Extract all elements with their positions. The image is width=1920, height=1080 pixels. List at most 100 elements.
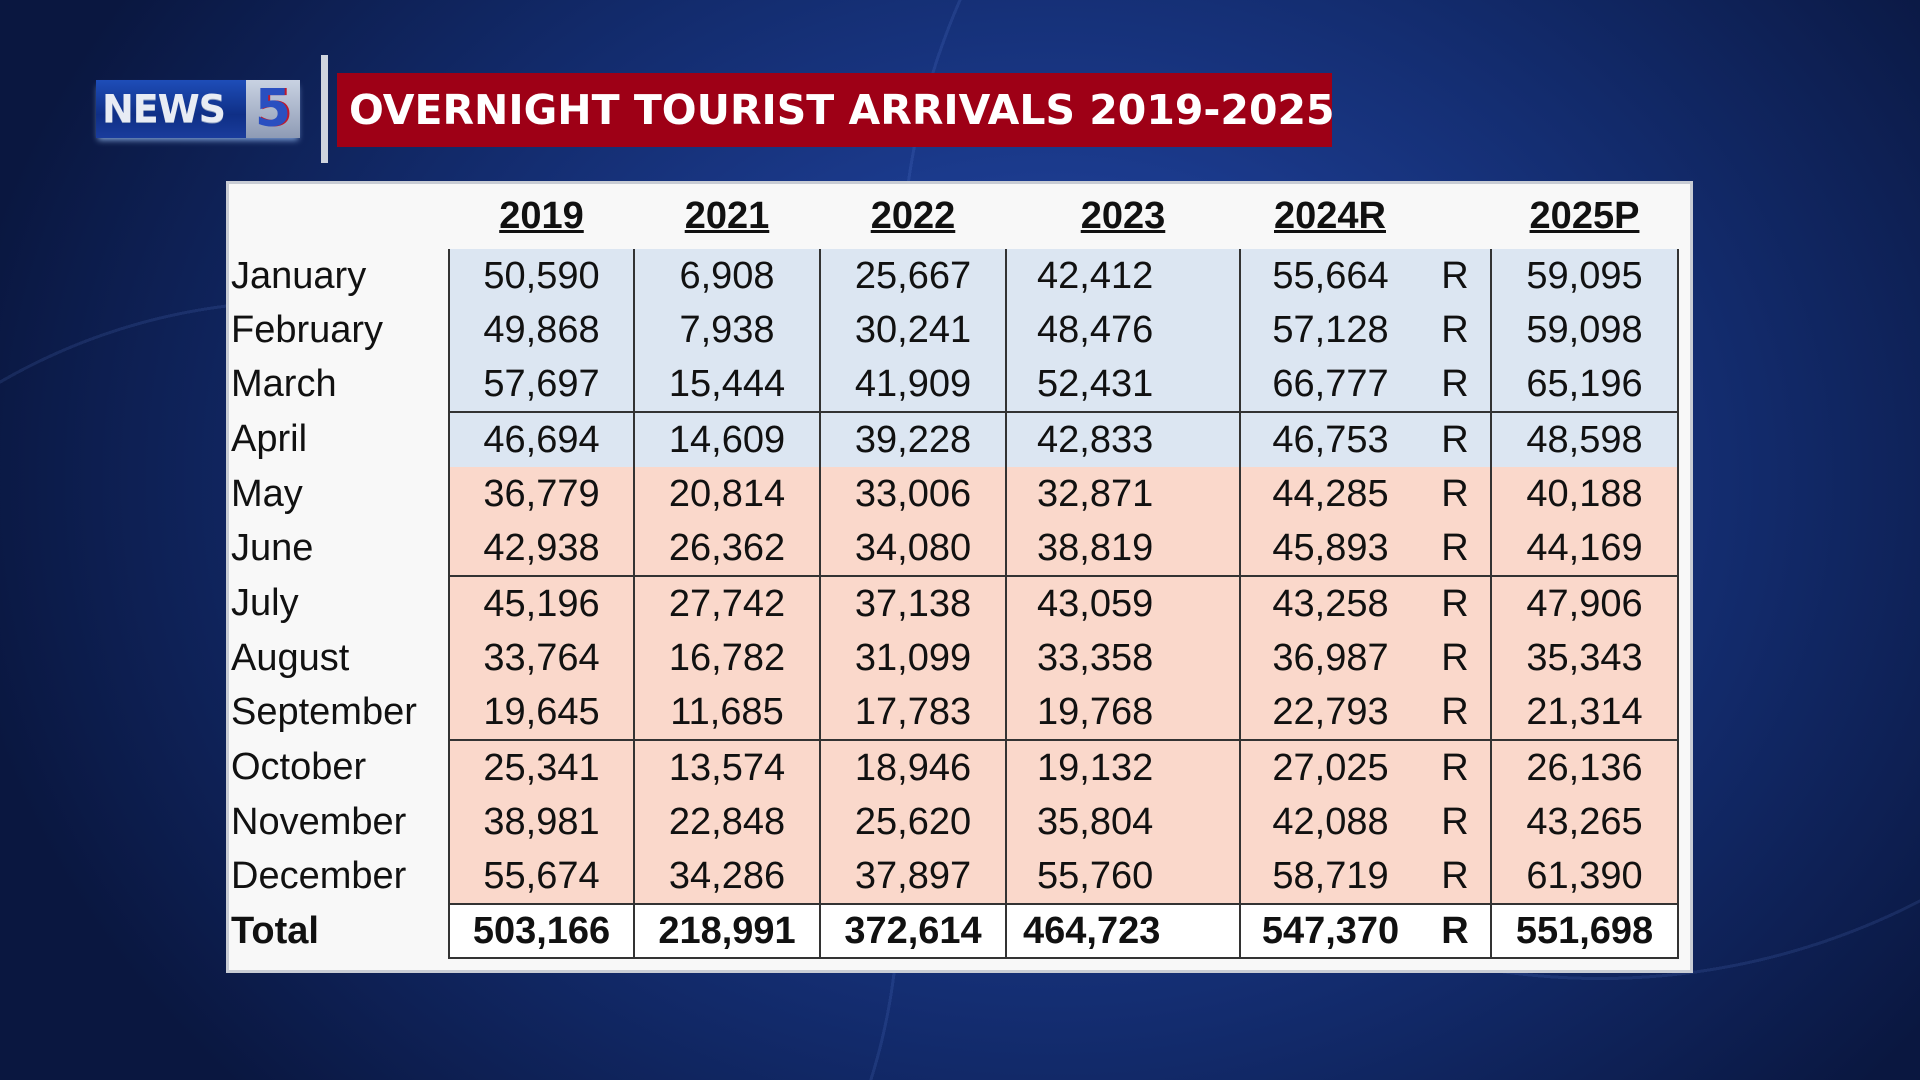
cell-value: 32,871	[1005, 467, 1240, 521]
cell-value: 26,136	[1490, 739, 1679, 795]
cell-value: 27,025	[1239, 739, 1420, 795]
revised-flag: R	[1420, 411, 1491, 467]
arrivals-table: 2019 2021 2022 2023 2024R 2025P January 50,590…	[229, 184, 1679, 959]
cell-value: 55,664	[1239, 249, 1420, 303]
cell-value: 33,764	[448, 631, 634, 685]
column-header: 2022	[870, 195, 956, 237]
cell-value: 15,444	[633, 357, 820, 412]
cell-value: 13,574	[633, 739, 820, 795]
cell-value: 20,814	[633, 467, 820, 521]
title-banner: OVERNIGHT TOURIST ARRIVALS 2019-2025	[337, 73, 1335, 147]
row-label: January	[231, 254, 367, 297]
page-title: OVERNIGHT TOURIST ARRIVALS 2019-2025	[349, 86, 1335, 134]
cell-value: 26,362	[633, 521, 820, 576]
cell-value: 59,098	[1490, 303, 1679, 357]
cell-value: 18,946	[819, 739, 1006, 795]
cell-value: 40,188	[1490, 467, 1679, 521]
column-header: 2024R	[1274, 195, 1386, 237]
table-row: May 36,779 20,814 33,006 32,871 44,285 R 40,188	[229, 467, 1679, 521]
cell-value: 14,609	[633, 411, 820, 467]
header-blank	[229, 184, 449, 249]
table-row: March 57,697 15,444 41,909 52,431 66,777 R 65,1…	[229, 357, 1679, 412]
row-label: August	[231, 636, 350, 679]
cell-value: 43,265	[1490, 795, 1679, 849]
cell-value: 6,908	[633, 249, 820, 303]
column-header	[1420, 184, 1491, 249]
cell-value: 43,258	[1239, 575, 1420, 631]
table-row: December 55,674 34,286 37,897 55,760 58,719 R 6…	[229, 849, 1679, 904]
cell-value: 36,987	[1239, 631, 1420, 685]
table-row: July 45,196 27,742 37,138 43,059 43,258 R 47,90…	[229, 575, 1679, 631]
table-row: September 19,645 11,685 17,783 19,768 22,793 R…	[229, 685, 1679, 740]
cell-value: 16,782	[633, 631, 820, 685]
cell-value: 44,169	[1490, 521, 1679, 576]
cell-value: 33,358	[1005, 631, 1240, 685]
arrivals-table-panel: 2019 2021 2022 2023 2024R 2025P January 50,590…	[229, 184, 1690, 970]
row-label: October	[231, 746, 367, 788]
cell-value: 21,314	[1490, 685, 1679, 740]
cell-value: 44,285	[1239, 467, 1420, 521]
cell-value: 37,897	[819, 849, 1006, 904]
cell-value: 37,138	[819, 575, 1006, 631]
cell-value: 22,848	[633, 795, 820, 849]
cell-value: 19,768	[1005, 685, 1240, 740]
cell-value: 45,893	[1239, 521, 1420, 576]
revised-flag: R	[1420, 685, 1491, 740]
revised-flag: R	[1420, 357, 1491, 412]
cell-value: 464,723	[1005, 903, 1240, 959]
cell-value: 218,991	[633, 903, 820, 959]
cell-value: 38,819	[1005, 521, 1240, 576]
column-header: 2025P	[1529, 195, 1640, 237]
row-label: December	[231, 855, 407, 897]
row-label: May	[231, 472, 303, 515]
cell-value: 27,742	[633, 575, 820, 631]
row-label: February	[231, 308, 384, 351]
cell-value: 45,196	[448, 575, 634, 631]
cell-value: 49,868	[448, 303, 634, 357]
cell-value: 58,719	[1239, 849, 1420, 904]
logo-number: 5	[246, 79, 300, 139]
cell-value: 36,779	[448, 467, 634, 521]
cell-value: 48,476	[1005, 303, 1240, 357]
revised-flag: R	[1420, 795, 1491, 849]
row-label: Total	[231, 909, 319, 952]
revised-flag: R	[1420, 575, 1491, 631]
cell-value: 61,390	[1490, 849, 1679, 904]
revised-flag: R	[1420, 903, 1491, 959]
cell-value: 7,938	[633, 303, 820, 357]
cell-value: 42,088	[1239, 795, 1420, 849]
column-header: 2021	[684, 195, 770, 237]
revised-flag: R	[1420, 739, 1491, 795]
table-row: June 42,938 26,362 34,080 38,819 45,893 R 44,16…	[229, 521, 1679, 576]
table-row: February 49,868 7,938 30,241 48,476 57,128 R 59…	[229, 303, 1679, 357]
cell-value: 35,804	[1005, 795, 1240, 849]
cell-value: 34,286	[633, 849, 820, 904]
cell-value: 42,833	[1005, 411, 1240, 467]
cell-value: 503,166	[448, 903, 634, 959]
cell-value: 30,241	[819, 303, 1006, 357]
cell-value: 52,431	[1005, 357, 1240, 412]
row-label: March	[231, 363, 337, 405]
row-label: June	[231, 527, 314, 569]
cell-value: 59,095	[1490, 249, 1679, 303]
row-label: July	[231, 582, 299, 624]
cell-value: 31,099	[819, 631, 1006, 685]
cell-value: 50,590	[448, 249, 634, 303]
cell-value: 57,697	[448, 357, 634, 412]
revised-flag: R	[1420, 249, 1491, 303]
cell-value: 47,906	[1490, 575, 1679, 631]
cell-value: 66,777	[1239, 357, 1420, 412]
cell-value: 33,006	[819, 467, 1006, 521]
cell-value: 42,938	[448, 521, 634, 576]
logo-text: NEWS	[102, 87, 226, 131]
cell-value: 11,685	[633, 685, 820, 740]
table-row: November 38,981 22,848 25,620 35,804 42,088 R 4…	[229, 795, 1679, 849]
news5-logo: NEWS 5	[96, 79, 300, 139]
cell-value: 551,698	[1490, 903, 1679, 959]
cell-value: 48,598	[1490, 411, 1679, 467]
row-label: September	[231, 691, 417, 733]
cell-value: 55,674	[448, 849, 634, 904]
cell-value: 25,620	[819, 795, 1006, 849]
cell-value: 42,412	[1005, 249, 1240, 303]
cell-value: 41,909	[819, 357, 1006, 412]
